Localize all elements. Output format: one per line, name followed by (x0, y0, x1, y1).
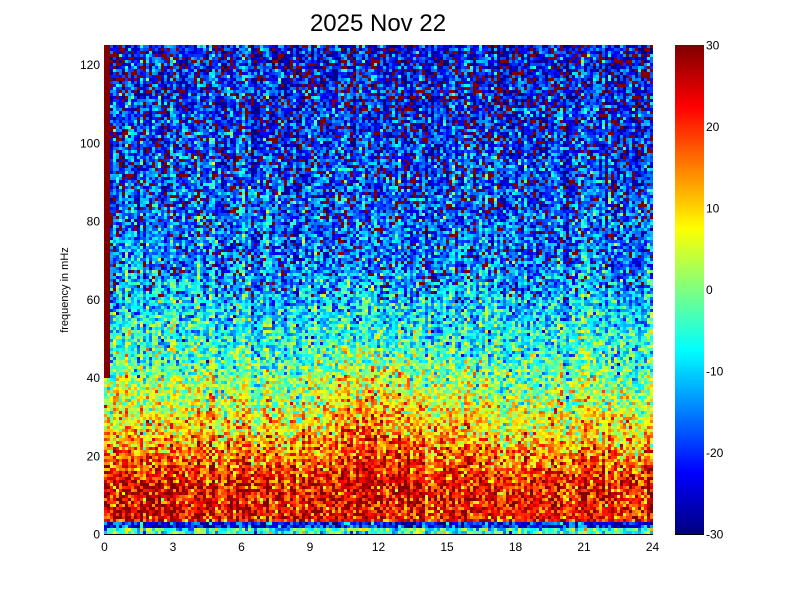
colorbar-tick-label: 30 (706, 39, 720, 53)
x-tick-label: 18 (509, 540, 523, 554)
x-tick-label: 6 (238, 540, 245, 554)
colorbar (675, 45, 704, 534)
colorbar-tick-label: -30 (706, 528, 724, 542)
x-tick-label: 15 (440, 540, 454, 554)
x-tick-label: 21 (577, 540, 591, 554)
y-tick-label: 40 (87, 371, 101, 385)
x-tick-label: 0 (101, 540, 108, 554)
colorbar-tick-label: 20 (706, 120, 720, 134)
colorbar-tick-label: 10 (706, 202, 720, 216)
chart-title: 2025 Nov 22 (310, 10, 446, 37)
y-tick-label: 120 (80, 58, 100, 72)
y-tick-label: 60 (87, 293, 101, 307)
y-tick-label: 20 (87, 449, 101, 463)
y-tick-label: 80 (87, 215, 101, 229)
x-tick-label: 12 (372, 540, 386, 554)
y-tick-label: 0 (93, 528, 100, 542)
x-tick-label: 24 (646, 540, 660, 554)
spectrogram-heatmap (104, 45, 653, 534)
colorbar-tick-label: -20 (706, 446, 724, 460)
x-tick-label: 9 (307, 540, 314, 554)
x-tick-label: 3 (170, 540, 177, 554)
colorbar-tick-label: 0 (706, 283, 713, 297)
y-axis-label: frequency in mHz (59, 247, 71, 333)
y-tick-label: 100 (80, 136, 100, 150)
colorbar-tick-label: -10 (706, 365, 724, 379)
